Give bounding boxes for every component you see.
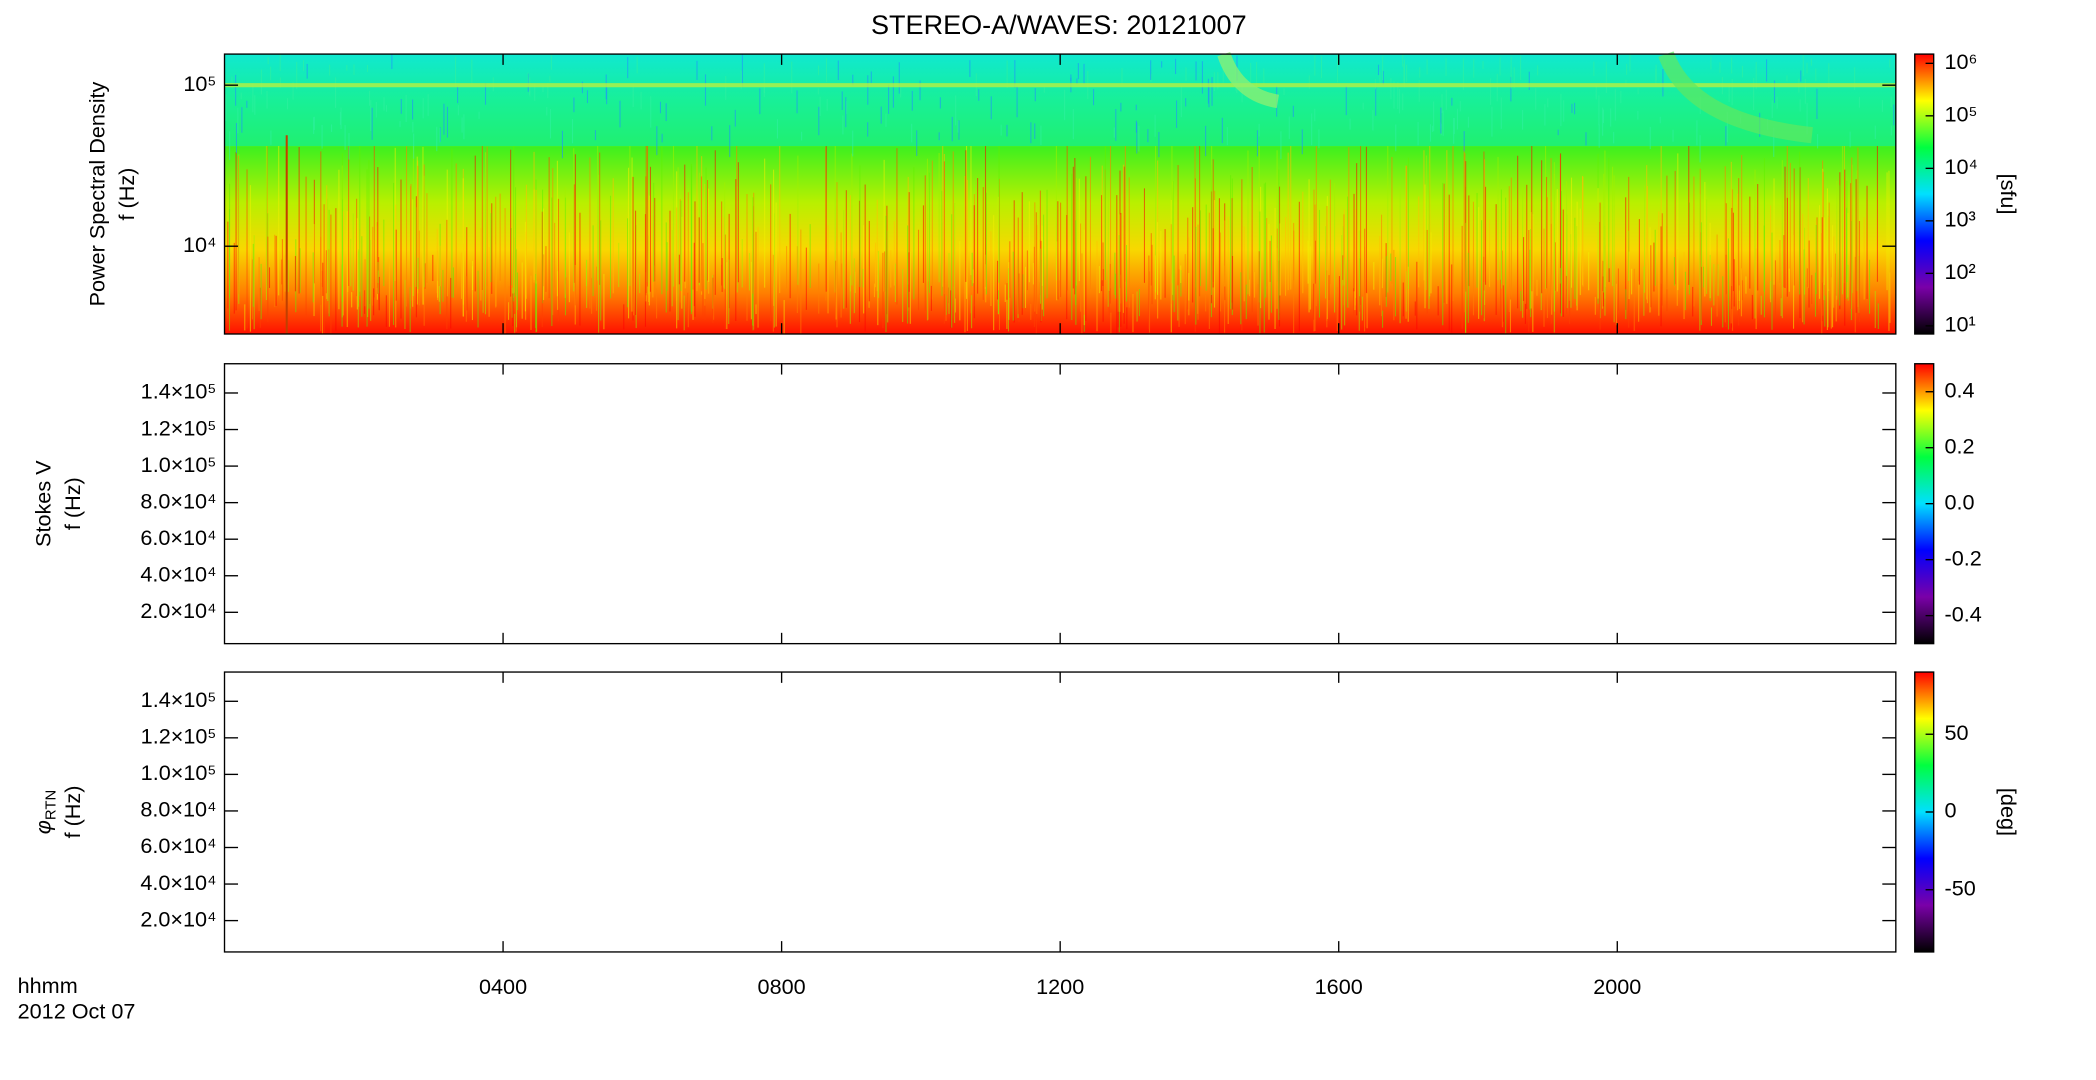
- colorbar-tick-label: -0.2: [1945, 545, 1982, 570]
- colorbar-tick-label: 0.2: [1945, 433, 1975, 458]
- spectrogram-texture: [225, 54, 1896, 334]
- y-tick-label: 1.2×10⁵: [141, 724, 217, 749]
- colorbar-tick-label: 50: [1945, 720, 1969, 745]
- y-tick-label: 6.0×10⁴: [140, 833, 216, 858]
- y-axis-label: φRTN: [30, 790, 59, 834]
- y-tick-label: 6.0×10⁴: [140, 525, 216, 550]
- colorbar-label: [sfu]: [1996, 174, 2021, 215]
- y-tick-label: 4.0×10⁴: [140, 561, 216, 586]
- colorbar-tick-label: 10⁵: [1945, 102, 1978, 127]
- radio-burst: [1658, 51, 1813, 144]
- y-axis-label: f (Hz): [60, 786, 85, 839]
- y-tick-label: 1.4×10⁵: [141, 687, 217, 712]
- x-tick-label: 0800: [758, 974, 806, 999]
- colorbar-tick-label: 0.0: [1945, 489, 1975, 514]
- chart-title: STEREO-A/WAVES: 20121007: [871, 10, 1247, 40]
- y-axis-label-subscript: RTN: [43, 790, 59, 820]
- plot-frame: [223, 671, 1897, 953]
- colorbar: [1914, 53, 1935, 335]
- y-axis-label: f (Hz): [114, 168, 139, 221]
- y-axis-label: Stokes V: [30, 460, 55, 547]
- colorbar-tick-label: 10¹: [1945, 312, 1976, 337]
- y-axis-label-symbol: φ: [30, 820, 55, 834]
- radio-burst: [1217, 51, 1280, 109]
- colorbar-tick-label: 0.4: [1945, 377, 1975, 402]
- x-tick-label: 2000: [1593, 974, 1641, 999]
- x-tick-label: 0400: [479, 974, 527, 999]
- y-tick-label: 10⁴: [183, 232, 216, 257]
- y-tick-label: 10⁵: [183, 71, 216, 96]
- y-tick-label: 1.0×10⁵: [141, 760, 217, 785]
- x-axis-date: 2012 Oct 07: [18, 999, 136, 1024]
- colorbar-tick-label: 10²: [1945, 259, 1976, 284]
- y-tick-label: 1.2×10⁵: [141, 415, 217, 440]
- colorbar-tick-label: -50: [1945, 875, 1976, 900]
- colorbar-tick-label: 10⁴: [1945, 154, 1978, 179]
- x-tick-label: 1600: [1315, 974, 1363, 999]
- colorbar-tick-label: -0.4: [1945, 601, 1982, 626]
- y-tick-label: 2.0×10⁴: [140, 906, 216, 931]
- spectrogram-high-band: [224, 54, 1896, 147]
- y-tick-label: 4.0×10⁴: [140, 870, 216, 895]
- y-axis-label: Power Spectral Density: [84, 81, 109, 306]
- colorbar-tick-label: 10³: [1945, 207, 1976, 232]
- plot-frame: [223, 363, 1897, 645]
- x-axis-label: hhmm: [18, 973, 78, 998]
- colorbar-tick-label: 0: [1945, 798, 1957, 823]
- y-tick-label: 8.0×10⁴: [140, 488, 216, 513]
- y-tick-label: 2.0×10⁴: [140, 598, 216, 623]
- y-tick-label: 1.0×10⁵: [141, 452, 217, 477]
- y-axis-label: f (Hz): [60, 477, 85, 530]
- x-tick-label: 1200: [1036, 974, 1084, 999]
- colorbar-label: [deg]: [1996, 788, 2021, 836]
- y-tick-label: 8.0×10⁴: [140, 797, 216, 822]
- y-tick-label: 1.4×10⁵: [141, 379, 217, 404]
- colorbar-tick-label: 10⁶: [1945, 49, 1978, 74]
